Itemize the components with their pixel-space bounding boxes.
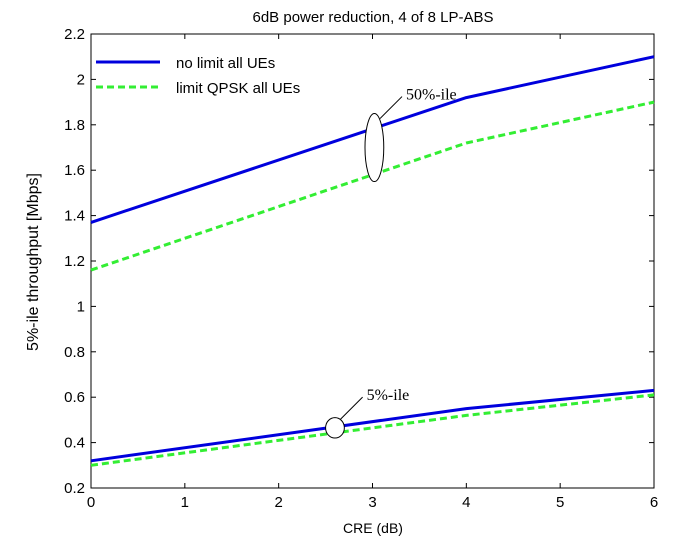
series-line-limit-qpsk-all-ues-50pct <box>90 100 655 272</box>
series-line-no-limit-all-ues-50pct <box>90 55 655 224</box>
y-tick-label: 2.2 <box>64 26 85 43</box>
y-tick-label: 0.2 <box>64 480 85 497</box>
x-axis-label: CRE (dB) <box>343 520 403 536</box>
x-axis: 0 1 2 3 4 5 6 <box>87 34 658 511</box>
chart-title: 6dB power reduction, 4 of 8 LP-ABS <box>253 9 494 26</box>
series-layer <box>90 55 655 467</box>
y-tick-label: 0.8 <box>64 344 85 361</box>
x-tick-label: 0 <box>87 494 95 511</box>
legend-label-limit-qpsk: limit QPSK all UEs <box>176 80 300 97</box>
y-tick-label: 0.4 <box>64 435 85 452</box>
annotation-leader <box>379 96 403 119</box>
x-tick-label: 1 <box>181 494 189 511</box>
x-tick-label: 2 <box>274 494 282 511</box>
y-axis-label: 5%-ile throughput [Mbps] <box>25 173 42 351</box>
legend: no limit all UEs limit QPSK all UEs <box>96 55 300 97</box>
annotation-leader <box>340 396 363 420</box>
y-tick-label: 1 <box>77 298 85 315</box>
legend-label-no-limit: no limit all UEs <box>176 55 275 72</box>
x-tick-label: 6 <box>650 494 658 511</box>
series-line-limit-qpsk-all-ues-5pct <box>90 393 655 467</box>
x-tick-label: 3 <box>368 494 376 511</box>
y-axis: 0.2 0.4 0.6 0.8 1 1.2 1.4 1.6 1.8 2 2.2 <box>64 26 654 497</box>
series-line-no-limit-all-ues-5pct <box>90 388 655 463</box>
annotation-ellipse <box>325 417 345 439</box>
annotation-layer: 50%-ile 5%-ile <box>325 87 457 439</box>
y-tick-label: 1.2 <box>64 253 85 270</box>
y-tick-label: 2 <box>77 71 85 88</box>
y-tick-label: 0.6 <box>64 389 85 406</box>
y-tick-label: 1.6 <box>64 162 85 179</box>
annotation-ellipse <box>364 112 385 183</box>
y-tick-label: 1.4 <box>64 208 85 225</box>
x-tick-label: 4 <box>462 494 470 511</box>
annotation-label: 50%-ile <box>406 87 457 104</box>
x-tick-label: 5 <box>556 494 564 511</box>
y-tick-label: 1.8 <box>64 117 85 134</box>
annotation-label: 5%-ile <box>367 387 410 404</box>
